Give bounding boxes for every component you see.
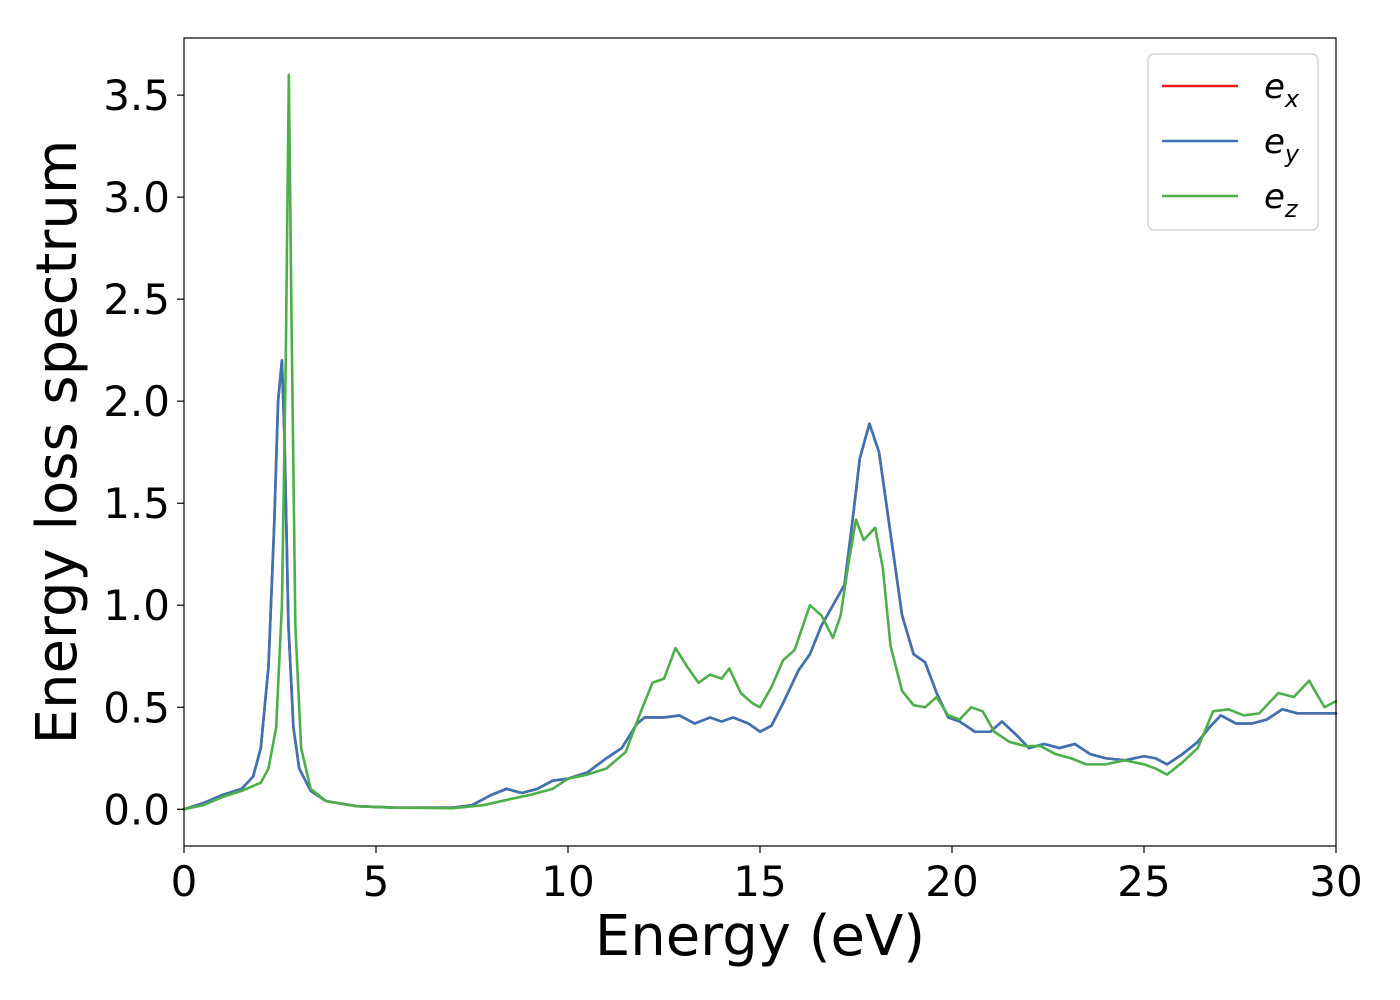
x-tick-label: 0: [171, 857, 198, 906]
y-tick-label: 0.5: [103, 683, 170, 732]
y-tick-label: 0.0: [103, 785, 170, 834]
series-layer: [182, 73, 1338, 811]
series-line-ez: [182, 73, 1338, 811]
x-tick-label: 15: [733, 857, 786, 906]
x-tick-label: 30: [1309, 857, 1362, 906]
x-axis: 0 5 10 15 20 25 30: [171, 846, 1363, 906]
x-axis-label: Energy (eV): [595, 904, 925, 969]
x-tick-label: 10: [541, 857, 594, 906]
x-tick-label: 20: [925, 857, 978, 906]
y-tick-label: 3.5: [103, 71, 170, 120]
legend: ex ey ez: [1147, 53, 1319, 231]
series-line-ey: [182, 359, 1338, 811]
legend-label-ex: ex: [1264, 67, 1300, 113]
y-tick-label: 1.5: [103, 479, 170, 528]
x-tick-label: 25: [1117, 857, 1170, 906]
y-tick-label: 2.5: [103, 275, 170, 324]
legend-items: ex ey ez: [1162, 67, 1300, 223]
y-axis: 0.0 0.5 1.0 1.5 2.0 2.5 3.0 3.5: [103, 71, 184, 834]
y-tick-label: 3.0: [103, 173, 170, 222]
legend-label-ey: ey: [1264, 122, 1300, 168]
legend-label-ez: ez: [1264, 177, 1299, 223]
x-tick-label: 5: [363, 857, 390, 906]
y-axis-label: Energy loss spectrum: [25, 140, 90, 745]
y-tick-label: 2.0: [103, 377, 170, 426]
y-tick-label: 1.0: [103, 581, 170, 630]
